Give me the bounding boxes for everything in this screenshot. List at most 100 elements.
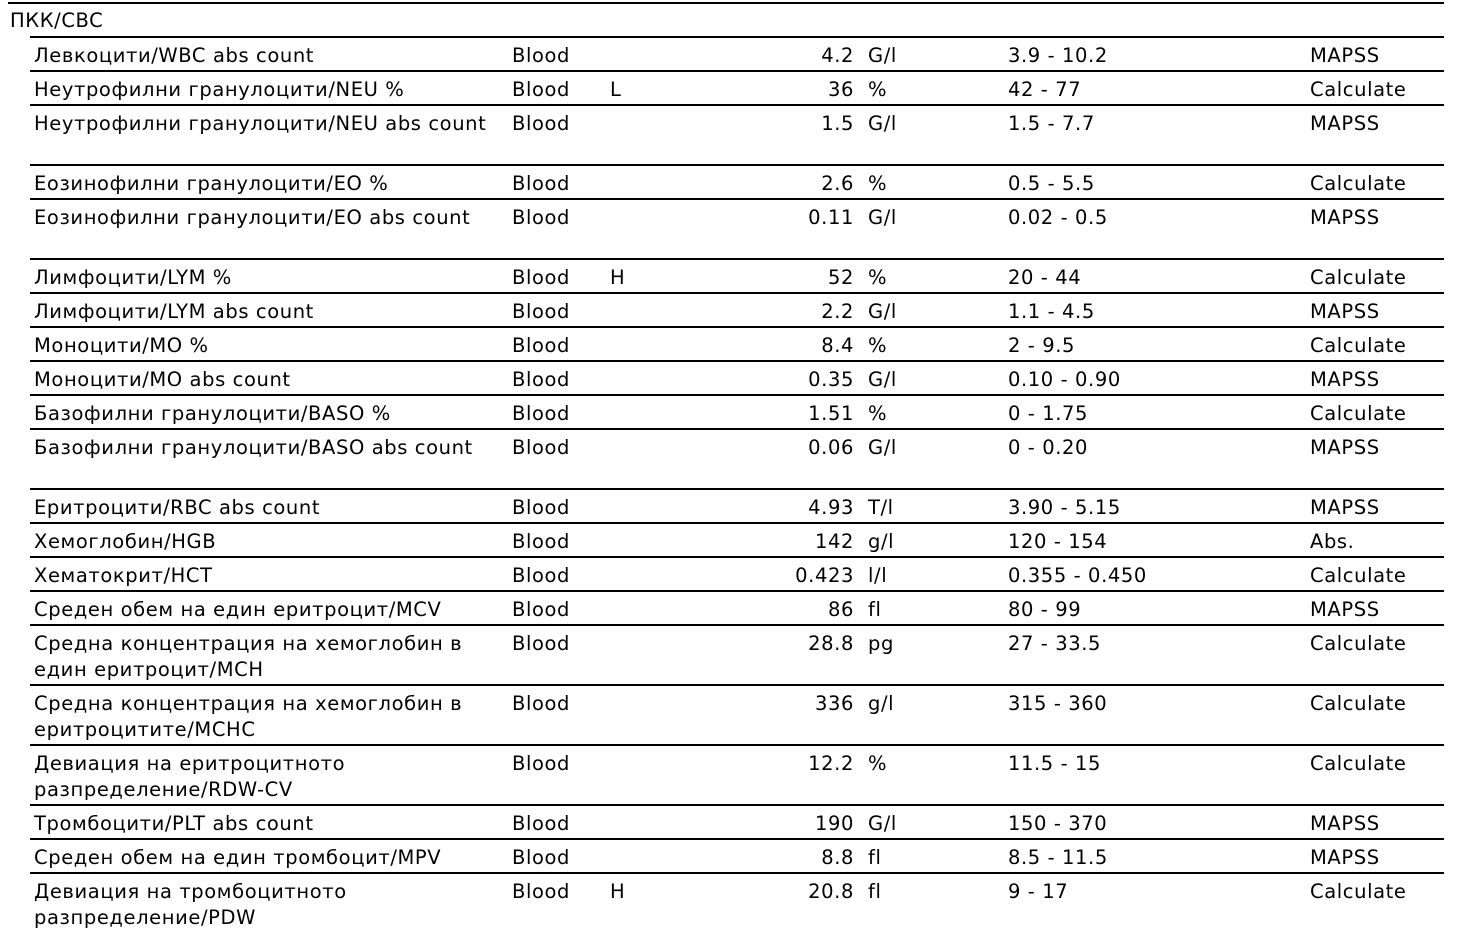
reference-range: 0.10 - 0.90 xyxy=(1008,368,1121,391)
reference-range: 8.5 - 11.5 xyxy=(1008,846,1108,869)
unit: G/l xyxy=(868,436,897,459)
sample-type: Blood xyxy=(512,598,571,621)
flag xyxy=(606,529,714,556)
reference-range: 3.90 - 5.15 xyxy=(1008,496,1121,519)
reference-range: 27 - 33.5 xyxy=(1008,632,1102,655)
flag: H xyxy=(610,266,626,289)
table-row: Базофилни гранулоцити/BASO % Blood 1.51% 0 … xyxy=(30,394,1444,428)
test-name: Левкоцити/WBC abs count xyxy=(34,44,315,67)
sample-type: Blood xyxy=(512,752,571,775)
result-value: 2.2 xyxy=(821,300,854,323)
reference-range: 0 - 1.75 xyxy=(1008,402,1089,425)
test-name: Базофилни гранулоцити/BASO % xyxy=(34,402,391,425)
unit: % xyxy=(868,78,888,101)
method: MAPSS xyxy=(1310,44,1380,67)
result-value: 20.8 xyxy=(808,880,854,903)
table-row: Девиация на тромбоцитното разпределение/… xyxy=(30,872,1444,932)
method: MAPSS xyxy=(1310,368,1380,391)
result-value: 28.8 xyxy=(808,632,854,655)
unit: T/l xyxy=(868,496,894,519)
unit: % xyxy=(868,334,888,357)
test-name: Девиация на еритроцитното разпределение/… xyxy=(34,752,346,801)
sample-type: Blood xyxy=(512,300,571,323)
result-value: 142 xyxy=(814,530,854,553)
test-name: Лимфоцити/LYM abs count xyxy=(34,300,314,323)
result-value: 190 xyxy=(814,812,854,835)
table-row: Девиация на еритроцитното разпределение/… xyxy=(30,744,1444,804)
unit: g/l xyxy=(868,692,895,715)
table-row: Тромбоцити/PLT abs count Blood 190 G/l 150 -… xyxy=(30,804,1444,838)
table-row: Моноцити/MO abs count Blood 0.35 G/l 0.10 - … xyxy=(30,360,1444,394)
sample-type: Blood xyxy=(512,402,571,425)
table-row: Средна концентрация на хемоглобин в ерит… xyxy=(30,684,1444,744)
result-value: 0.06 xyxy=(808,436,854,459)
reference-range: 120 - 154 xyxy=(1008,530,1108,553)
section-title: ПКК/CBC xyxy=(10,9,104,32)
sample-type: Blood xyxy=(512,880,571,903)
test-name: Девиация на тромбоцитното разпределение/… xyxy=(34,880,347,929)
method: MAPSS xyxy=(1310,206,1380,229)
method: Calculate xyxy=(1310,564,1407,587)
reference-range: 2 - 9.5 xyxy=(1008,334,1076,357)
test-name: Хемоглобин/HGB xyxy=(34,530,217,553)
flag xyxy=(606,333,714,360)
unit: G/l xyxy=(868,44,897,67)
unit: fl xyxy=(868,846,882,869)
method: MAPSS xyxy=(1310,598,1380,621)
sample-type: Blood xyxy=(512,436,571,459)
flag xyxy=(606,435,714,488)
reference-range: 42 - 77 xyxy=(1008,78,1082,101)
flag: H xyxy=(610,880,626,903)
sample-type: Blood xyxy=(512,44,571,67)
sample-type: Blood xyxy=(512,368,571,391)
flag xyxy=(606,691,714,744)
result-value: 36 xyxy=(827,78,854,101)
table-row: Неутрофилни гранулоцити/NEU % Blood L 36% 42… xyxy=(30,70,1444,104)
table-row: Хематокрит/HCT Blood 0.423 l/l 0.355 - 0.450… xyxy=(30,556,1444,590)
method: Calculate xyxy=(1310,266,1407,289)
flag xyxy=(606,845,714,872)
reference-range: 150 - 370 xyxy=(1008,812,1108,835)
sample-type: Blood xyxy=(512,564,571,587)
unit: pg xyxy=(868,632,894,655)
method: Calculate xyxy=(1310,752,1407,775)
flag xyxy=(606,563,714,590)
result-value: 8.4 xyxy=(821,334,854,357)
sample-type: Blood xyxy=(512,334,571,357)
result-value: 336 xyxy=(814,692,854,715)
reference-range: 80 - 99 xyxy=(1008,598,1082,621)
result-value: 0.11 xyxy=(808,206,854,229)
table-row: Хемоглобин/HGB Blood 142 g/l 120 - 154 Abs. xyxy=(30,522,1444,556)
test-name: Лимфоцити/LYM % xyxy=(34,266,232,289)
unit: G/l xyxy=(868,112,897,135)
unit: % xyxy=(868,266,888,289)
test-name: Моноцити/MO % xyxy=(34,334,209,357)
reference-range: 3.9 - 10.2 xyxy=(1008,44,1108,67)
results-table: Левкоцити/WBC abs count Blood 4.2 G/l 3.9 - … xyxy=(30,36,1444,932)
table-row: Еритроцити/RBC abs count Blood 4.93 T/l 3.90… xyxy=(30,488,1444,522)
flag xyxy=(606,401,714,428)
method: MAPSS xyxy=(1310,112,1380,135)
result-value: 0.423 xyxy=(795,564,854,587)
test-name: Хематокрит/HCT xyxy=(34,564,213,587)
result-value: 4.2 xyxy=(821,44,854,67)
sample-type: Blood xyxy=(512,496,571,519)
flag xyxy=(606,111,714,164)
sample-type: Blood xyxy=(512,632,571,655)
unit: G/l xyxy=(868,368,897,391)
flag xyxy=(606,811,714,838)
method: MAPSS xyxy=(1310,496,1380,519)
flag xyxy=(606,631,714,684)
result-value: 4.93 xyxy=(808,496,854,519)
method: MAPSS xyxy=(1310,300,1380,323)
sample-type: Blood xyxy=(512,692,571,715)
method: Calculate xyxy=(1310,172,1407,195)
table-row: Левкоцити/WBC abs count Blood 4.2 G/l 3.9 - … xyxy=(30,36,1444,70)
result-value: 8.8 xyxy=(821,846,854,869)
flag xyxy=(606,495,714,522)
table-row: Еозинофилни гранулоцити/EO abs count Bloo… xyxy=(30,198,1444,258)
method: Calculate xyxy=(1310,880,1407,903)
method: Calculate xyxy=(1310,402,1407,425)
table-row: Среден обем на един тромбоцит/MPV Blood 8.… xyxy=(30,838,1444,872)
method: Calculate xyxy=(1310,632,1407,655)
